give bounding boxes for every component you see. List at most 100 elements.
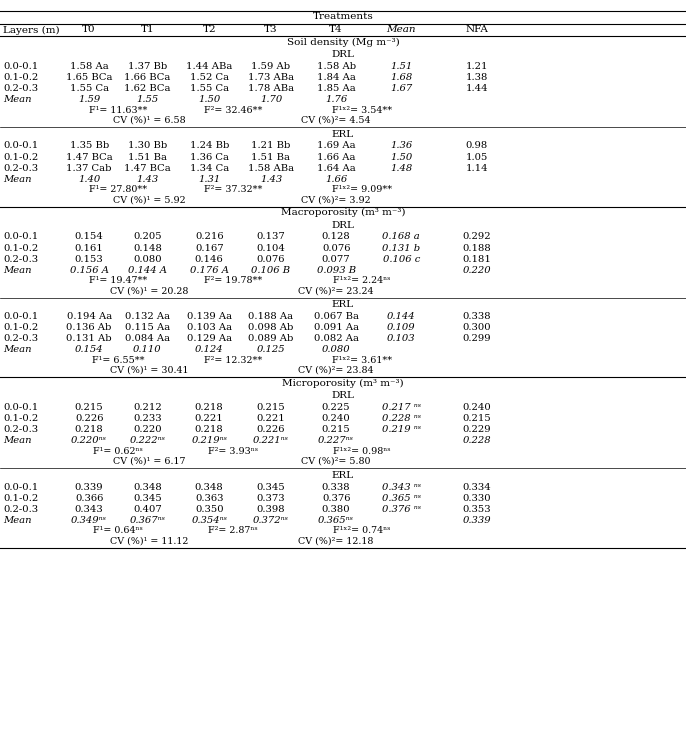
- Text: 0.222ⁿˢ: 0.222ⁿˢ: [130, 437, 165, 446]
- Text: 0.363: 0.363: [195, 494, 224, 503]
- Text: 1.34 Ca: 1.34 Ca: [189, 164, 229, 173]
- Text: 0.188: 0.188: [462, 244, 491, 253]
- Text: 0.348: 0.348: [133, 483, 162, 492]
- Text: F²= 2.87ⁿˢ: F²= 2.87ⁿˢ: [209, 526, 258, 535]
- Text: 0.0-0.1: 0.0-0.1: [3, 483, 38, 492]
- Text: 1.51 Ba: 1.51 Ba: [128, 152, 167, 161]
- Text: F¹= 0.62ⁿˢ: F¹= 0.62ⁿˢ: [93, 447, 143, 456]
- Text: 0.220ⁿˢ: 0.220ⁿˢ: [71, 437, 107, 446]
- Text: 0.98: 0.98: [466, 141, 488, 150]
- Text: 1.43: 1.43: [260, 175, 282, 184]
- Text: 0.091 Aa: 0.091 Aa: [314, 323, 359, 332]
- Text: 0.218: 0.218: [75, 425, 104, 434]
- Text: 0.366: 0.366: [75, 494, 104, 503]
- Text: Microporosity (m³ m⁻³): Microporosity (m³ m⁻³): [282, 379, 404, 388]
- Text: F¹= 19.47**: F¹= 19.47**: [89, 277, 147, 285]
- Text: 0.080: 0.080: [133, 255, 162, 264]
- Text: Treatments: Treatments: [313, 12, 373, 21]
- Text: 0.226: 0.226: [257, 425, 285, 434]
- Text: NFA: NFA: [465, 26, 488, 35]
- Text: 0.339: 0.339: [462, 516, 491, 525]
- Text: 1.78 ABa: 1.78 ABa: [248, 84, 294, 93]
- Text: 1.62 BCa: 1.62 BCa: [124, 84, 171, 93]
- Text: CV (%)²= 5.80: CV (%)²= 5.80: [301, 457, 371, 466]
- Text: 0.240: 0.240: [462, 403, 491, 412]
- Text: 0.365 ⁿˢ: 0.365 ⁿˢ: [381, 494, 421, 503]
- Text: 1.58 Aa: 1.58 Aa: [70, 62, 108, 71]
- Text: 0.220: 0.220: [462, 266, 491, 275]
- Text: 1.36: 1.36: [390, 141, 412, 150]
- Text: ERL: ERL: [332, 470, 354, 480]
- Text: 0.215: 0.215: [75, 403, 104, 412]
- Text: F²= 37.32**: F²= 37.32**: [204, 185, 263, 195]
- Text: 0.221ⁿˢ: 0.221ⁿˢ: [253, 437, 289, 446]
- Text: 0.0-0.1: 0.0-0.1: [3, 232, 38, 241]
- Text: 0.338: 0.338: [462, 312, 491, 321]
- Text: 1.52 Ca: 1.52 Ca: [189, 73, 229, 82]
- Text: Layers (m): Layers (m): [3, 26, 60, 35]
- Text: 0.109: 0.109: [387, 323, 416, 332]
- Text: 0.1-0.2: 0.1-0.2: [3, 323, 38, 332]
- Text: 0.330: 0.330: [462, 494, 491, 503]
- Text: 0.343 ⁿˢ: 0.343 ⁿˢ: [381, 483, 421, 492]
- Text: 0.098 Ab: 0.098 Ab: [248, 323, 294, 332]
- Text: 0.227ⁿˢ: 0.227ⁿˢ: [318, 437, 354, 446]
- Text: 1.69 Aa: 1.69 Aa: [317, 141, 355, 150]
- Text: 0.215: 0.215: [322, 425, 351, 434]
- Text: T0: T0: [82, 26, 96, 35]
- Text: 1.37 Bb: 1.37 Bb: [128, 62, 167, 71]
- Text: 1.64 Aa: 1.64 Aa: [317, 164, 355, 173]
- Text: 0.376 ⁿˢ: 0.376 ⁿˢ: [381, 505, 421, 513]
- Text: 0.350: 0.350: [195, 505, 224, 513]
- Text: 0.103 Aa: 0.103 Aa: [187, 323, 232, 332]
- Text: 0.365ⁿˢ: 0.365ⁿˢ: [318, 516, 354, 525]
- Text: 0.132 Aa: 0.132 Aa: [125, 312, 170, 321]
- Text: 0.2-0.3: 0.2-0.3: [3, 334, 38, 343]
- Text: 0.153: 0.153: [75, 255, 104, 264]
- Text: 0.131 b: 0.131 b: [382, 244, 421, 253]
- Text: 0.077: 0.077: [322, 255, 351, 264]
- Text: Mean: Mean: [3, 516, 32, 525]
- Text: CV (%)¹ = 11.12: CV (%)¹ = 11.12: [110, 536, 189, 545]
- Text: 1.21: 1.21: [466, 62, 488, 71]
- Text: 0.373: 0.373: [257, 494, 285, 503]
- Text: 0.367ⁿˢ: 0.367ⁿˢ: [130, 516, 165, 525]
- Text: 0.219 ⁿˢ: 0.219 ⁿˢ: [381, 425, 421, 434]
- Text: 1.66 BCa: 1.66 BCa: [124, 73, 171, 82]
- Text: CV (%)¹ = 5.92: CV (%)¹ = 5.92: [113, 195, 185, 204]
- Text: F²= 32.46**: F²= 32.46**: [204, 106, 263, 115]
- Text: 0.076: 0.076: [322, 244, 351, 253]
- Text: 0.300: 0.300: [462, 323, 491, 332]
- Text: 0.144 A: 0.144 A: [128, 266, 167, 275]
- Text: 0.128: 0.128: [322, 232, 351, 241]
- Text: 0.228 ⁿˢ: 0.228 ⁿˢ: [381, 414, 421, 423]
- Text: 0.220: 0.220: [133, 425, 162, 434]
- Text: 0.181: 0.181: [462, 255, 491, 264]
- Text: F¹= 6.55**: F¹= 6.55**: [92, 356, 145, 365]
- Text: 1.55 Ca: 1.55 Ca: [189, 84, 229, 93]
- Text: 0.407: 0.407: [133, 505, 162, 513]
- Text: 0.167: 0.167: [195, 244, 224, 253]
- Text: 1.31: 1.31: [198, 175, 220, 184]
- Text: 1.40: 1.40: [78, 175, 100, 184]
- Text: 0.194 Aa: 0.194 Aa: [67, 312, 112, 321]
- Text: F¹ˣ²= 9.09**: F¹ˣ²= 9.09**: [332, 185, 392, 195]
- Text: 0.334: 0.334: [462, 483, 491, 492]
- Text: Mean: Mean: [3, 437, 32, 446]
- Text: CV (%)¹ = 6.17: CV (%)¹ = 6.17: [113, 457, 185, 466]
- Text: 0.221: 0.221: [257, 414, 285, 423]
- Text: 1.43: 1.43: [137, 175, 158, 184]
- Text: 1.50: 1.50: [390, 152, 412, 161]
- Text: 1.70: 1.70: [260, 95, 282, 104]
- Text: Macroporosity (m³ m⁻³): Macroporosity (m³ m⁻³): [281, 208, 405, 217]
- Text: 1.66: 1.66: [325, 175, 347, 184]
- Text: 1.50: 1.50: [198, 95, 220, 104]
- Text: 0.129 Aa: 0.129 Aa: [187, 334, 232, 343]
- Text: DRL: DRL: [331, 391, 355, 400]
- Text: 0.124: 0.124: [195, 345, 224, 354]
- Text: 0.0-0.1: 0.0-0.1: [3, 141, 38, 150]
- Text: 0.376: 0.376: [322, 494, 351, 503]
- Text: 0.218: 0.218: [195, 425, 224, 434]
- Text: 0.103: 0.103: [387, 334, 416, 343]
- Text: 0.2-0.3: 0.2-0.3: [3, 505, 38, 513]
